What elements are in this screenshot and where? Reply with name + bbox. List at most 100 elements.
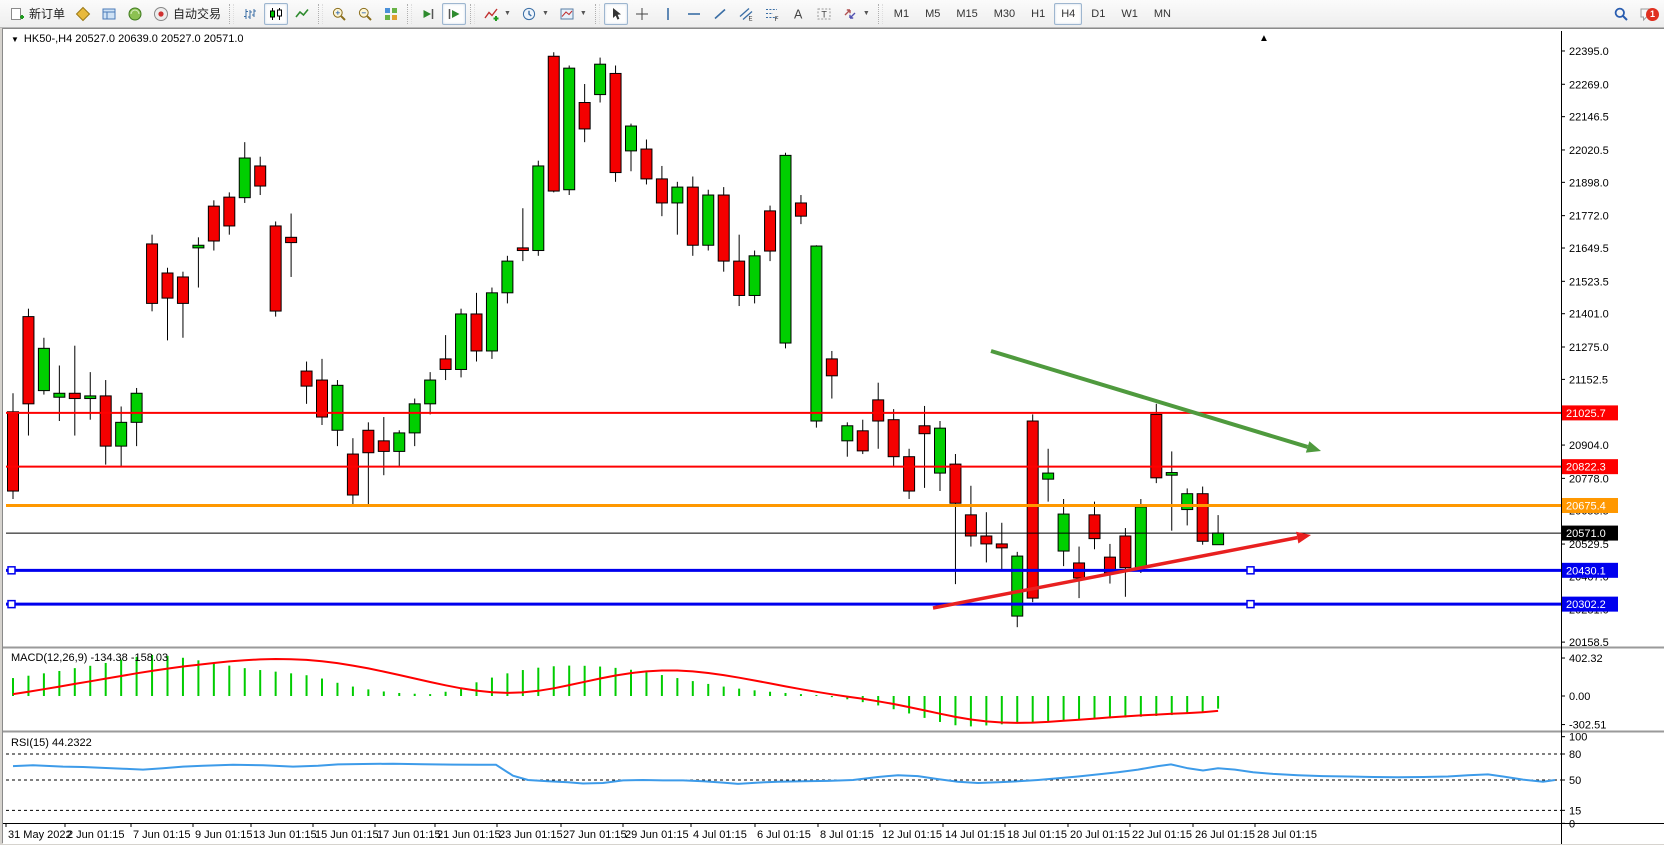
uptrend-arrow-head[interactable] xyxy=(1296,531,1311,544)
candle-body xyxy=(872,399,885,422)
navigator-button[interactable] xyxy=(123,3,147,25)
candle-body xyxy=(316,379,328,418)
tf-w1-button[interactable]: W1 xyxy=(1114,3,1145,25)
candle-body xyxy=(810,245,823,422)
uptrend-arrow[interactable] xyxy=(932,535,1298,610)
candle-body xyxy=(841,425,854,442)
tf-m15-button-label: M15 xyxy=(956,7,978,20)
time-tick-label: 22 Jul 01:15 xyxy=(1132,829,1192,841)
tile-windows-icon xyxy=(383,6,399,22)
tf-m30-button[interactable]: M30 xyxy=(987,3,1022,25)
tf-m5-button[interactable]: M5 xyxy=(918,3,947,25)
chevron-down-icon[interactable]: ▼ xyxy=(504,10,511,17)
fibonacci-button[interactable]: F xyxy=(760,3,784,25)
candle-body xyxy=(346,453,359,496)
navigator-icon xyxy=(127,6,143,22)
chart-canvas[interactable]: ▲ 22395.0 22269.0 22146.5 22020.5 21898.0 2177… xyxy=(3,29,1664,844)
tf-h4-button[interactable]: H4 xyxy=(1054,2,1083,25)
candle-body xyxy=(393,432,406,452)
chart-background xyxy=(3,29,1664,844)
autoscroll-button[interactable] xyxy=(416,3,440,25)
downtrend-arrow-head[interactable] xyxy=(1305,441,1321,453)
chat-icon: 1 xyxy=(1639,6,1659,22)
crosshair-button[interactable] xyxy=(630,3,654,25)
tf-d1-button[interactable]: D1 xyxy=(1084,3,1112,25)
zoom-out-icon xyxy=(357,6,373,22)
text-button[interactable]: A xyxy=(786,3,810,25)
chevron-down-icon[interactable]: ▼ xyxy=(579,10,587,17)
new-order-button[interactable]: 新订单 xyxy=(5,3,69,25)
rsi-axis-label: 15 xyxy=(1569,805,1581,817)
candle-body xyxy=(1196,493,1209,542)
candlestick-chart-button[interactable] xyxy=(264,2,289,25)
bars-chart-button[interactable] xyxy=(238,3,262,25)
candle-body xyxy=(702,194,715,246)
label-icon: T xyxy=(816,6,832,22)
macd-indicator xyxy=(12,654,1220,727)
indicators-button[interactable]: ▼ xyxy=(479,3,515,25)
zoom-in-button[interactable] xyxy=(327,3,351,25)
templates-button[interactable]: ▼ xyxy=(555,3,591,25)
one-click-trading-toggle-icon[interactable]: ▼ xyxy=(11,35,19,44)
candle-body xyxy=(130,392,143,423)
time-tick-label: 2 Jun 01:15 xyxy=(67,829,125,841)
trendline-button[interactable] xyxy=(708,3,732,25)
tile-windows-button[interactable] xyxy=(379,3,403,25)
label-button[interactable]: T xyxy=(812,3,836,25)
candle-body xyxy=(192,244,205,249)
data-window-button[interactable] xyxy=(97,3,121,25)
shapes-icon xyxy=(842,6,858,22)
chevron-down-icon[interactable]: ▼ xyxy=(862,10,870,17)
shapes-button[interactable]: ▼ xyxy=(838,3,874,25)
chevron-down-icon[interactable]: ▼ xyxy=(541,10,549,17)
chart-title: ▼ HK50-,H4 20527.0 20639.0 20527.0 20571.… xyxy=(11,33,244,45)
notifications-button[interactable]: 1 xyxy=(1635,3,1659,25)
price-tag-label: 20675.4 xyxy=(1566,500,1606,512)
toolbar-separator xyxy=(407,3,413,24)
downtrend-arrow[interactable] xyxy=(990,349,1309,449)
autotrade-button[interactable]: 自动交易 xyxy=(149,3,225,25)
chart-shift-button[interactable] xyxy=(442,2,467,25)
candle-body xyxy=(609,72,622,174)
market-watch-icon xyxy=(75,6,91,22)
tf-m5-button-label: M5 xyxy=(925,7,941,20)
candle-body xyxy=(501,260,514,294)
zoom-out-button[interactable] xyxy=(353,3,377,25)
tf-m1-button[interactable]: M1 xyxy=(887,3,916,25)
tf-h1-button-label: H1 xyxy=(1031,7,1046,20)
support-line-20430-handle[interactable] xyxy=(1246,566,1255,575)
market-watch-button[interactable] xyxy=(71,3,95,25)
candle-body xyxy=(1134,506,1147,569)
support-line-20430-handle[interactable] xyxy=(7,566,16,575)
tf-h1-button[interactable]: H1 xyxy=(1024,3,1052,25)
tf-m15-button[interactable]: M15 xyxy=(949,3,984,25)
tf-m30-button-label: M30 xyxy=(993,7,1016,20)
candle-body xyxy=(161,272,174,299)
channel-button[interactable]: E xyxy=(734,3,758,25)
horizontal-line-button[interactable] xyxy=(682,3,706,25)
cursor-button[interactable] xyxy=(603,2,628,25)
tf-mn-button[interactable]: MN xyxy=(1147,3,1178,25)
data-window-icon xyxy=(101,6,117,22)
vertical-line-button[interactable] xyxy=(656,3,680,25)
candle-body xyxy=(223,196,236,227)
periods-button[interactable]: ▼ xyxy=(517,3,553,25)
channel-icon: E xyxy=(738,6,754,22)
price-tick-label: 22020.5 xyxy=(1569,145,1609,157)
line-chart-button[interactable] xyxy=(290,3,314,25)
support-line-20302-handle[interactable] xyxy=(7,599,16,609)
time-tick-label: 9 Jun 01:15 xyxy=(195,829,253,841)
candle-body xyxy=(949,463,962,504)
price-axis[interactable]: 22395.0 22269.0 22146.5 22020.5 21898.0 21772… xyxy=(1561,46,1618,830)
templates-icon xyxy=(559,6,575,22)
candle-body xyxy=(563,67,576,191)
rsi-axis-label: 80 xyxy=(1569,749,1581,761)
macd-signal-line xyxy=(12,657,1219,724)
search-button[interactable] xyxy=(1609,3,1633,25)
price-tag xyxy=(1562,562,1618,578)
price-tag-label: 20430.1 xyxy=(1566,565,1606,577)
candle-body xyxy=(269,225,282,312)
chart-window[interactable]: ▼ HK50-,H4 20527.0 20639.0 20527.0 20571.… xyxy=(2,28,1664,844)
support-line-20302-handle[interactable] xyxy=(1246,599,1255,609)
